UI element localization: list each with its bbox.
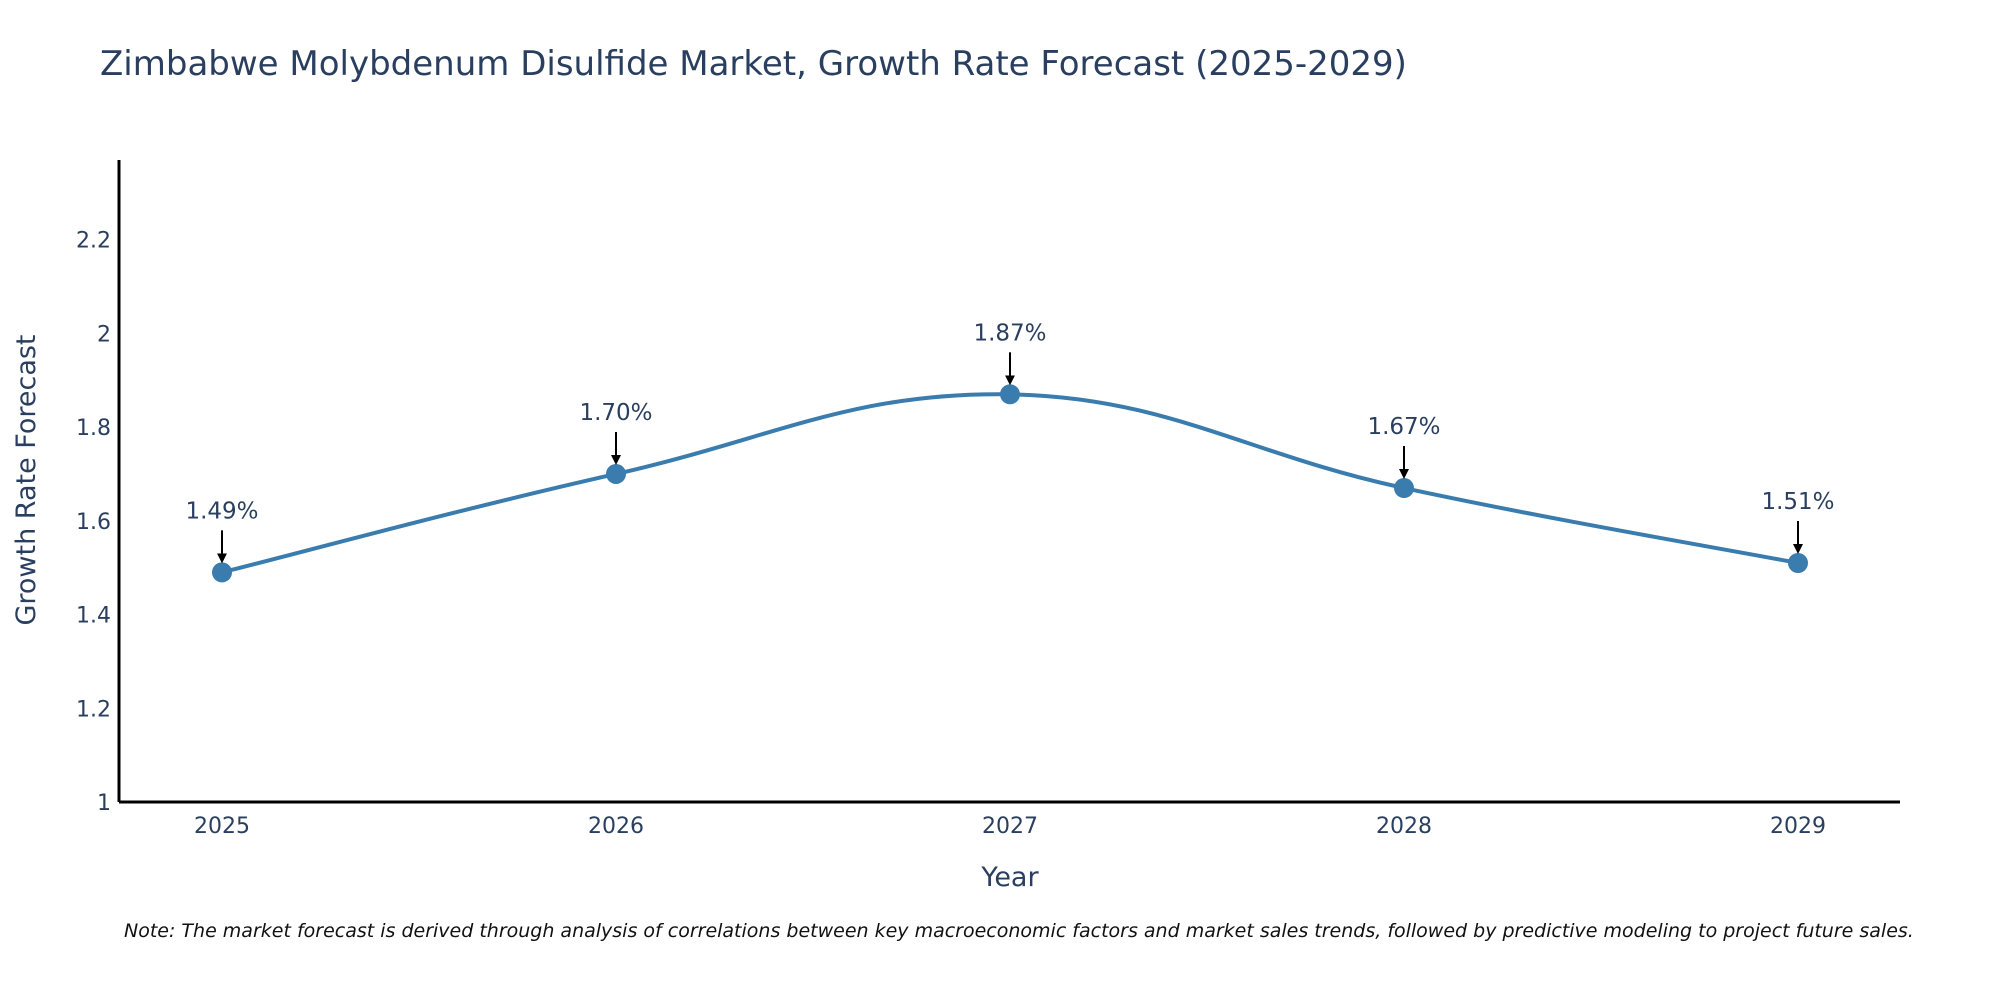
- series-line: [221, 392, 1799, 575]
- data-point: [1788, 553, 1808, 574]
- data-point: [1394, 478, 1414, 499]
- y-tick-label: 2.2: [76, 229, 111, 254]
- y-axis-ticks: 1 1.2 1.4 1.6 1.8 2 2.2: [76, 229, 111, 816]
- x-tick-label: 2029: [1770, 814, 1826, 839]
- x-tick-label: 2028: [1376, 814, 1432, 839]
- data-point: [212, 562, 232, 583]
- y-tick-label: 1.2: [76, 697, 111, 722]
- data-label: 1.49%: [185, 498, 258, 524]
- data-label: 1.67%: [1367, 414, 1440, 440]
- x-tick-label: 2027: [982, 814, 1038, 839]
- y-tick-label: 1.8: [76, 416, 111, 441]
- x-axis-ticks: 2025 2026 2027 2028 2029: [194, 814, 1826, 839]
- chart-title: Zimbabwe Molybdenum Disulfide Market, Gr…: [100, 44, 1407, 84]
- data-label: 1.70%: [579, 400, 652, 426]
- data-points: [212, 384, 1808, 583]
- y-tick-label: 1.4: [76, 604, 111, 629]
- y-tick-label: 2: [97, 322, 111, 347]
- y-tick-label: 1: [97, 791, 111, 816]
- data-label: 1.87%: [973, 320, 1046, 346]
- data-label: 1.51%: [1761, 489, 1834, 515]
- x-tick-label: 2026: [588, 814, 644, 839]
- data-point: [606, 463, 626, 484]
- x-tick-label: 2025: [194, 814, 250, 839]
- footnote: Note: The market forecast is derived thr…: [124, 920, 1914, 942]
- data-annotations: 1.49% 1.70% 1.87% 1.67% 1.51%: [185, 320, 1835, 564]
- y-tick-label: 1.6: [76, 510, 111, 535]
- data-point: [1000, 384, 1020, 405]
- y-axis-label: Growth Rate Forecast: [11, 334, 42, 625]
- x-axis-label: Year: [980, 862, 1039, 893]
